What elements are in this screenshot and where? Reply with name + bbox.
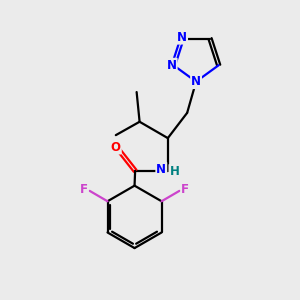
Text: H: H (169, 165, 179, 178)
Text: F: F (80, 183, 88, 196)
Text: F: F (181, 183, 189, 196)
Text: N: N (191, 75, 201, 88)
Text: O: O (111, 140, 121, 154)
Text: N: N (156, 163, 166, 176)
Text: N: N (167, 59, 177, 72)
Text: N: N (177, 31, 187, 44)
